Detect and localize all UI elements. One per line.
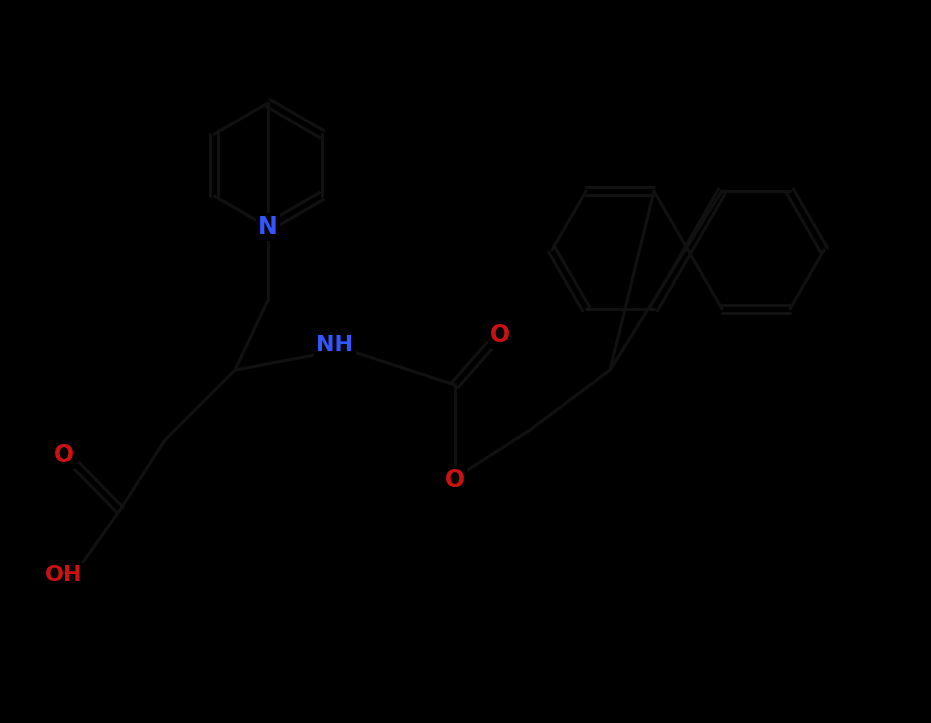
Text: NH: NH <box>317 335 354 355</box>
Text: O: O <box>490 323 510 347</box>
Text: OH: OH <box>46 565 83 585</box>
Text: N: N <box>258 215 277 239</box>
Text: O: O <box>445 468 466 492</box>
Text: O: O <box>54 443 74 467</box>
